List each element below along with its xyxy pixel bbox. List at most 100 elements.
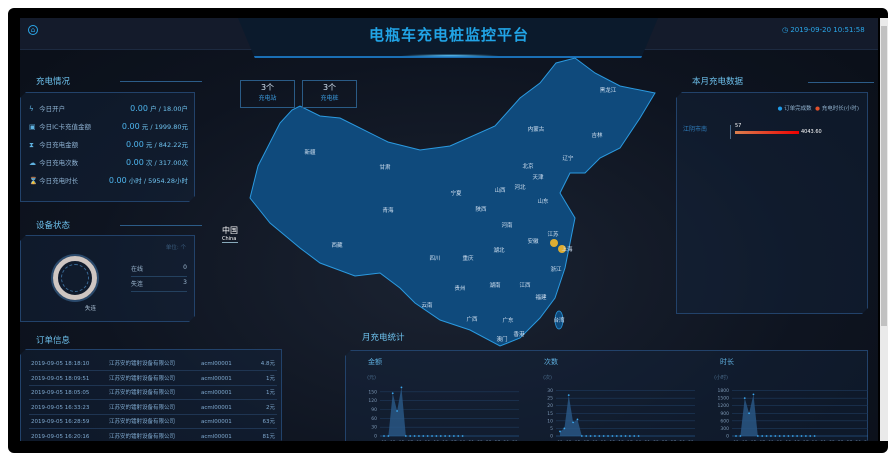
orders-value: 57 [735,123,742,129]
y-tick-label: 25 [547,396,553,402]
province-label[interactable]: 江西 [519,283,531,289]
scrollbar[interactable] [880,18,888,441]
data-point [585,435,587,437]
chart-title: 金额 [368,358,382,366]
unit: 小时 [128,177,142,185]
province-label[interactable]: 河北 [514,185,526,191]
data-point [774,435,776,437]
table-row[interactable]: 2019-09-05 18:05:05 江苏安的镭射设备有限公司 acml00001… [29,387,277,400]
row-value: 3 [183,279,187,286]
data-point [436,435,438,437]
china-map[interactable] [20,18,878,441]
province-label[interactable]: 内蒙古 [527,127,545,133]
unit: 元 [141,123,149,131]
province-label[interactable]: 黑龙江 [599,88,617,94]
province-label[interactable]: 甘肃 [379,165,391,171]
row-name: 江阴市南 [683,126,708,133]
y-unit: (次) [543,374,552,381]
province-label[interactable]: 云南 [421,303,433,309]
data-point [563,428,565,430]
order-time: 2019-09-05 16:28:59 [31,419,90,425]
table-row[interactable]: 2019-09-05 16:33:23 江苏安的镭射设备有限公司 acml00001… [29,402,277,415]
x-tick-label: 17 [803,440,809,441]
x-tick-label: 29 [503,440,509,441]
province-label[interactable]: 香港 [513,332,525,338]
device-ring-chart [53,256,97,300]
data-point [440,435,442,437]
y-unit: (小时) [714,374,728,381]
chart-title: 次数 [544,358,558,366]
monthly-stats-panel: 金额 (元) 0 30 60 90 120 150 01 03 05 07 09 11 13 15 17 19 21… [345,350,868,441]
order-company: 江苏安的镭射设备有限公司 [109,375,176,382]
monthly-panel: ● 订单完成数 ● 充电时长(小时) 江阴市南 57 4043.60 [676,92,868,314]
province-label[interactable]: 辽宁 [562,156,574,162]
data-point [568,394,570,396]
order-time: 2019-09-05 16:33:23 [31,404,90,411]
province-label[interactable]: 广西 [466,317,478,323]
province-label[interactable]: 四川 [429,256,441,262]
province-label[interactable]: 福建 [535,295,547,301]
x-tick-label: 17 [627,440,633,441]
taiwan [554,310,564,330]
province-label[interactable]: 吉林 [591,133,603,139]
row-label: 今日充电金额 [39,141,79,149]
x-tick-label: 01 [733,440,739,441]
today-value: 0.00 [130,104,148,113]
province-label[interactable]: 新疆 [304,150,316,156]
data-point [590,435,592,437]
province-label[interactable]: 浙江 [550,267,562,273]
y-tick-label: 120 [368,398,377,404]
data-point [766,435,768,437]
home-icon[interactable]: ⌂ [28,25,38,35]
dashboard: 电瓶车充电桩监控平台 ⌂ ◷ 2019-09-20 10:51:58 充电情况 … [20,18,878,441]
y-tick-label: 0 [726,434,729,440]
province-label[interactable]: 上海 [561,247,573,253]
province-label[interactable]: 河南 [501,223,513,229]
x-tick-label: 03 [566,440,572,441]
table-row[interactable]: 2019-09-05 16:28:59 江苏安的镭射设备有限公司 acml00001… [29,416,277,429]
datetime: ◷ 2019-09-20 10:51:58 [782,26,865,34]
order-device: acml00001 [201,404,232,411]
province-label[interactable]: 西藏 [331,243,343,249]
title-frame [238,18,658,58]
province-label[interactable]: 台湾 [553,318,565,324]
order-device: acml00001 [201,390,232,396]
data-point [757,435,759,437]
country-name: 中国 [222,226,238,235]
province-label[interactable]: 山西 [494,188,506,194]
table-row[interactable]: 2019-09-05 18:09:51 江苏安的镭射设备有限公司 acml00001… [29,373,277,386]
y-tick-label: 0 [550,434,553,440]
x-tick-label: 29 [855,440,861,441]
table-row[interactable]: 2019-09-05 18:18:10 江苏安的镭射设备有限公司 acml00001… [29,358,277,371]
divider [120,225,202,226]
x-tick-label: 01 [557,440,563,441]
x-tick-label: 05 [399,440,405,441]
province-label[interactable]: 陕西 [475,207,487,213]
province-label[interactable]: 重庆 [462,256,474,262]
province-label[interactable]: 北京 [522,164,534,170]
station-marker [550,239,558,247]
province-label[interactable]: 青海 [382,208,394,214]
section-heading-monthly-stats: 月充电统计 [362,333,405,343]
today-value: 0.00 [126,158,144,167]
divider [808,82,874,83]
scrollbar-thumb[interactable] [881,26,887,326]
data-point [387,435,389,437]
province-label[interactable]: 澳门 [496,337,508,343]
table-row[interactable]: 2019-09-05 16:20:16 江苏安的镭射设备有限公司 acml00001… [29,431,277,442]
province-label[interactable]: 广东 [502,318,514,324]
area-chart: (元) 0 30 60 90 120 150 01 03 05 07 09 11 13 15 17 19 21 23… [354,371,524,441]
province-label[interactable]: 湖北 [493,248,505,254]
province-label[interactable]: 湖南 [489,283,501,289]
province-label[interactable]: 天津 [532,175,544,181]
page-title: 电瓶车充电桩监控平台 [368,26,530,44]
province-label[interactable]: 贵州 [454,286,466,292]
chart-title: 时长 [720,358,734,366]
province-label[interactable]: 宁夏 [450,191,462,197]
y-tick-label: 150 [368,389,377,395]
province-label[interactable]: 安徽 [527,239,539,245]
province-label[interactable]: 山东 [537,199,549,205]
province-label[interactable]: 江苏 [547,232,559,238]
data-point [449,435,451,437]
